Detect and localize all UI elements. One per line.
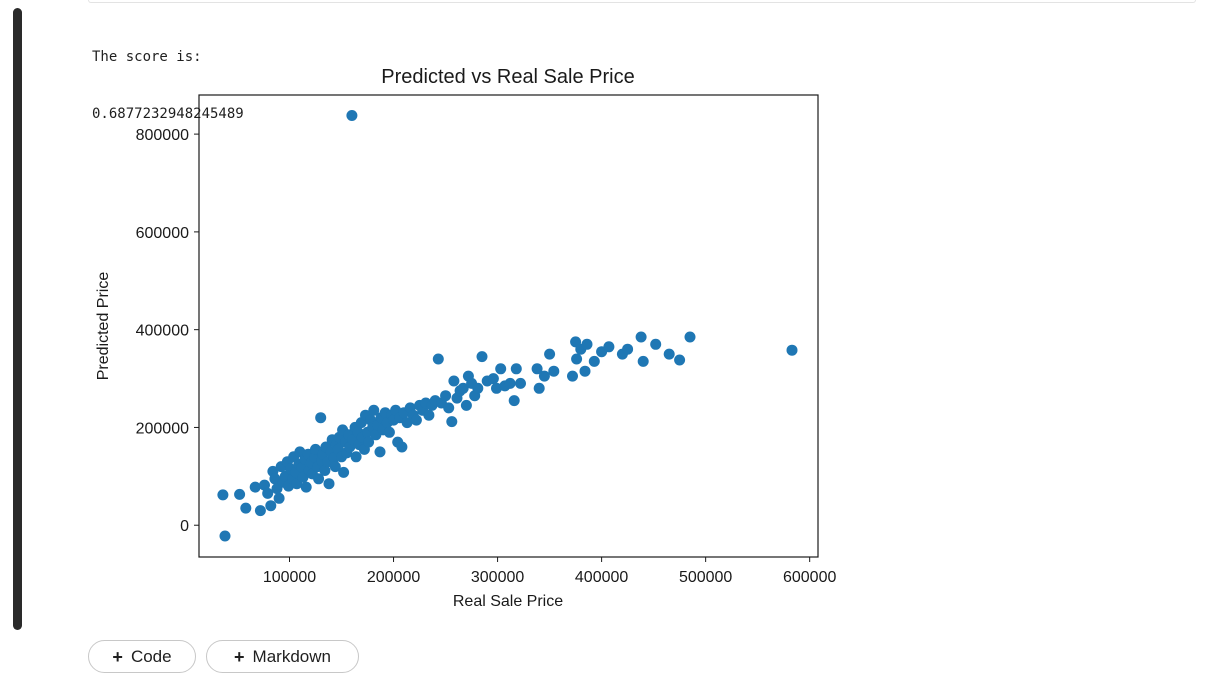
data-point bbox=[588, 355, 600, 367]
data-point bbox=[515, 377, 526, 389]
data-point bbox=[329, 461, 341, 473]
data-point bbox=[548, 365, 560, 377]
add-markdown-label: Markdown bbox=[252, 646, 331, 666]
data-point bbox=[240, 502, 252, 514]
data-point bbox=[217, 489, 229, 501]
data-point bbox=[319, 465, 331, 476]
data-point bbox=[476, 351, 488, 363]
data-point bbox=[313, 473, 325, 485]
data-point bbox=[504, 377, 516, 389]
data-point bbox=[487, 373, 499, 385]
add-markdown-cell-button[interactable]: + Markdown bbox=[206, 640, 359, 673]
x-tick-label: 600000 bbox=[783, 569, 836, 586]
data-point bbox=[538, 370, 550, 382]
data-point bbox=[622, 343, 634, 355]
data-point bbox=[635, 331, 647, 343]
data-point bbox=[219, 530, 231, 542]
data-point bbox=[446, 416, 458, 428]
data-point bbox=[472, 382, 484, 394]
data-point bbox=[674, 354, 686, 366]
data-point bbox=[338, 466, 350, 478]
add-code-cell-button[interactable]: + Code bbox=[88, 640, 196, 673]
data-point bbox=[315, 412, 327, 424]
chart-title: Predicted vs Real Sale Price bbox=[381, 66, 634, 88]
x-tick-label: 300000 bbox=[471, 569, 524, 586]
data-point bbox=[684, 331, 696, 343]
x-axis-label: Real Sale Price bbox=[453, 593, 563, 610]
data-point bbox=[581, 338, 593, 350]
cell-selection-bar[interactable] bbox=[13, 8, 22, 630]
y-tick-label: 600000 bbox=[136, 225, 189, 242]
x-tick-label: 500000 bbox=[679, 569, 732, 586]
data-point bbox=[374, 446, 386, 458]
scatter-chart: Predicted vs Real Sale Price 100000 20000… bbox=[95, 66, 836, 610]
data-point bbox=[432, 353, 444, 365]
data-point bbox=[567, 370, 578, 382]
data-point bbox=[401, 417, 413, 429]
data-point bbox=[579, 365, 591, 377]
data-point bbox=[273, 492, 285, 504]
data-point bbox=[663, 348, 675, 360]
y-tick-label: 800000 bbox=[136, 127, 189, 144]
data-point bbox=[350, 451, 362, 463]
data-point bbox=[443, 402, 455, 414]
data-point bbox=[510, 363, 522, 375]
data-point bbox=[603, 341, 615, 353]
plus-icon: + bbox=[112, 646, 123, 667]
data-point bbox=[259, 479, 270, 491]
data-point bbox=[440, 390, 452, 402]
y-tick-label: 200000 bbox=[136, 420, 189, 437]
x-tick-label: 100000 bbox=[263, 569, 316, 586]
data-point bbox=[323, 478, 335, 490]
data-point bbox=[300, 481, 312, 493]
data-point bbox=[269, 473, 281, 485]
data-point bbox=[346, 110, 358, 121]
data-point bbox=[262, 487, 274, 499]
data-point bbox=[650, 338, 662, 350]
data-point bbox=[265, 500, 277, 512]
data-point bbox=[423, 409, 435, 421]
data-point bbox=[460, 399, 472, 411]
x-tick-label: 200000 bbox=[367, 569, 420, 586]
data-point bbox=[786, 344, 798, 356]
data-point bbox=[533, 382, 545, 394]
data-point bbox=[495, 363, 507, 375]
y-axis-label: Predicted Price bbox=[95, 272, 112, 381]
data-point bbox=[508, 395, 520, 407]
data-point bbox=[448, 375, 460, 387]
data-point bbox=[457, 382, 469, 394]
data-point bbox=[249, 481, 261, 493]
data-point bbox=[254, 505, 266, 517]
y-tick-label: 400000 bbox=[136, 323, 189, 340]
data-point bbox=[491, 382, 502, 394]
data-point bbox=[410, 414, 422, 426]
data-point bbox=[368, 404, 380, 416]
data-point bbox=[544, 348, 556, 360]
x-tick-label: 400000 bbox=[575, 569, 628, 586]
data-point bbox=[396, 441, 408, 453]
data-point bbox=[531, 363, 543, 375]
data-point bbox=[234, 488, 246, 500]
data-point bbox=[383, 426, 395, 438]
add-code-label: Code bbox=[130, 646, 172, 666]
cell-output: The score is: 0.6877232948245489 bbox=[92, 10, 244, 143]
y-tick-label: 0 bbox=[180, 518, 189, 535]
data-point bbox=[637, 355, 649, 367]
plus-icon: + bbox=[234, 646, 245, 667]
output-line-score-label: The score is: bbox=[92, 49, 202, 65]
data-point bbox=[363, 436, 375, 448]
previous-cell-border bbox=[88, 0, 1196, 3]
data-point bbox=[571, 353, 583, 365]
output-line-score-value: 0.6877232948245489 bbox=[92, 106, 244, 122]
plot-frame bbox=[198, 94, 819, 558]
